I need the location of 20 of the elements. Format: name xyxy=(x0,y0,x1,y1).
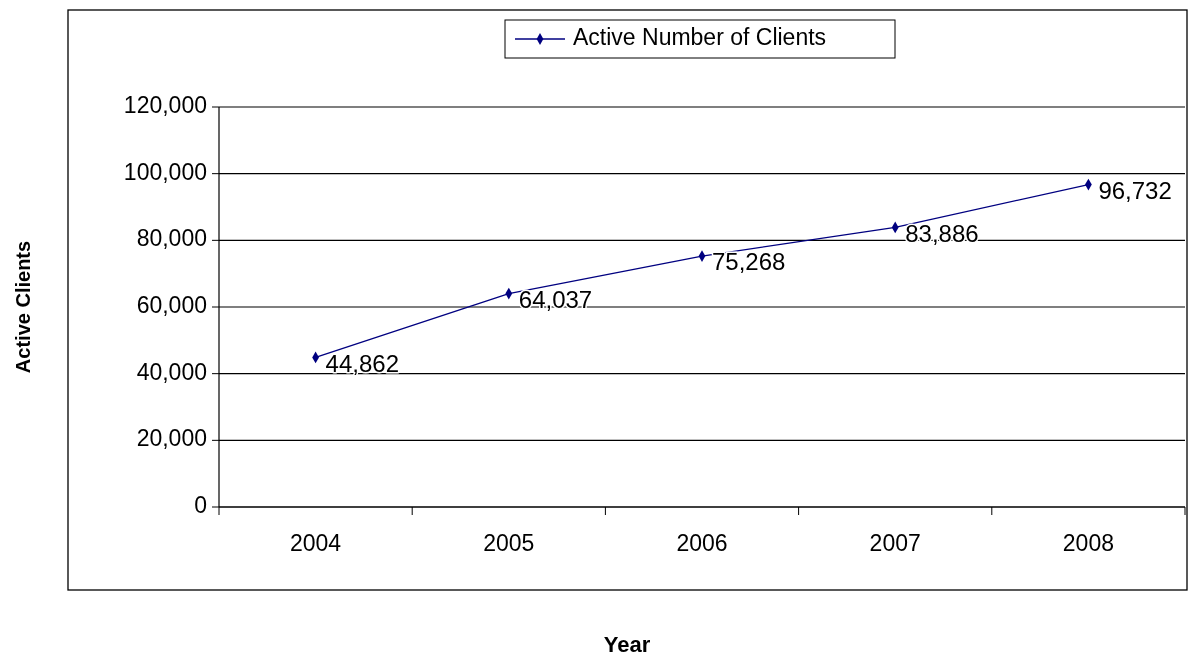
y-tick-label: 60,000 xyxy=(136,292,207,319)
data-label: 96,732 xyxy=(1098,176,1172,204)
x-tick-label: 2005 xyxy=(483,530,535,556)
x-tick-label: 2006 xyxy=(676,530,728,556)
data-label: 44,862 xyxy=(325,349,400,377)
y-tick-label: 80,000 xyxy=(136,225,207,252)
data-label: 64,037 xyxy=(518,285,593,313)
x-tick-label: 2007 xyxy=(869,530,921,556)
y-tick-label: 40,000 xyxy=(136,358,207,385)
y-tick-label: 120,000 xyxy=(123,92,207,119)
x-tick-label: 2008 xyxy=(1062,530,1114,556)
y-tick-label: 0 xyxy=(194,492,207,519)
legend-label: Active Number of Clients xyxy=(573,24,827,51)
y-tick-label: 100,000 xyxy=(123,158,207,185)
x-tick-label: 2004 xyxy=(290,530,342,556)
data-label: 83,886 xyxy=(905,219,979,247)
x-axis-title: Year xyxy=(603,632,651,657)
y-tick-label: 20,000 xyxy=(136,425,207,452)
y-axis-title: Active Clients xyxy=(12,240,34,374)
data-label: 75,268 xyxy=(712,248,786,276)
